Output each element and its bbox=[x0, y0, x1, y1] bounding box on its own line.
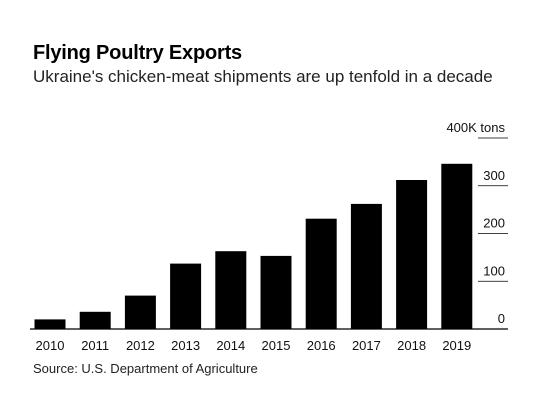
x-tick-label: 2016 bbox=[307, 338, 336, 353]
x-tick-label: 2012 bbox=[126, 338, 155, 353]
bar-2015 bbox=[260, 255, 292, 329]
x-tick-label: 2010 bbox=[36, 338, 65, 353]
y-axis-labels: 0 100 200 300 400K tons bbox=[446, 120, 505, 326]
y-tick-label: 200 bbox=[483, 216, 505, 231]
x-tick-label: 2011 bbox=[81, 338, 109, 353]
x-axis-labels: 2010 2011 2012 2013 2014 2015 2016 2017 2018 2019 bbox=[36, 338, 472, 353]
x-tick-label: 2018 bbox=[397, 338, 426, 353]
y-axis-unit-label: 400K tons bbox=[446, 120, 505, 135]
y-tick-label: 100 bbox=[483, 263, 505, 278]
bar-2014 bbox=[215, 251, 247, 329]
bars bbox=[34, 163, 473, 329]
bar-2010 bbox=[34, 319, 66, 329]
bar-2013 bbox=[170, 263, 202, 329]
x-tick-label: 2013 bbox=[171, 338, 200, 353]
y-tick-label: 300 bbox=[483, 168, 505, 183]
y-tick-label: 0 bbox=[498, 311, 505, 326]
source-note: Source: U.S. Department of Agriculture bbox=[33, 361, 258, 376]
x-tick-label: 2014 bbox=[216, 338, 245, 353]
x-tick-label: 2019 bbox=[442, 338, 471, 353]
bar-2019 bbox=[441, 163, 473, 329]
bar-2011 bbox=[79, 311, 111, 329]
bar-2018 bbox=[396, 180, 428, 329]
chart-subtitle: Ukraine's chicken-meat shipments are up … bbox=[33, 67, 493, 86]
x-tick-label: 2017 bbox=[352, 338, 381, 353]
chart-title: Flying Poultry Exports bbox=[33, 42, 242, 64]
x-tick-label: 2015 bbox=[262, 338, 291, 353]
bar-2012 bbox=[124, 295, 156, 329]
bar-2016 bbox=[305, 218, 337, 329]
bar-2017 bbox=[350, 203, 382, 329]
